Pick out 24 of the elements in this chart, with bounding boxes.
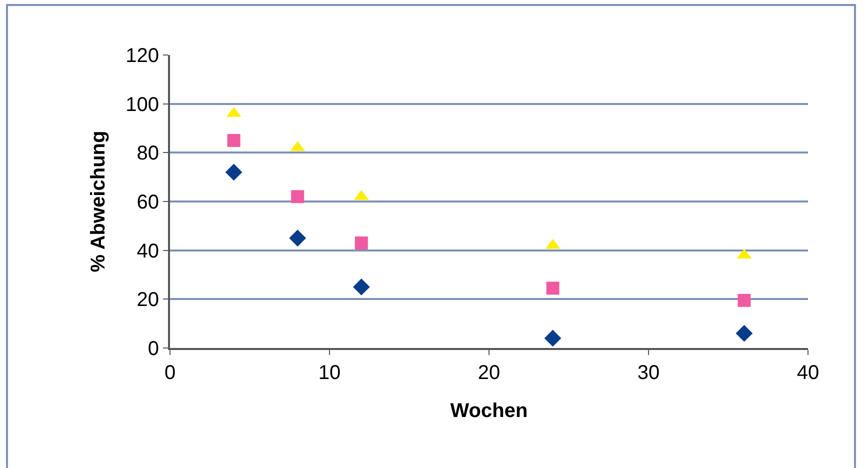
y-tick-label: 20	[136, 289, 159, 312]
x-tick-label: 0	[164, 362, 176, 384]
x-tick-label: 10	[318, 362, 341, 384]
y-tick-label: 0	[148, 338, 159, 360]
x-tick-label: 20	[478, 362, 500, 384]
x-tick-label: 40	[796, 362, 820, 384]
point	[546, 282, 560, 295]
point	[291, 190, 304, 204]
x-tick-label: 30	[637, 362, 660, 384]
point	[352, 278, 370, 296]
point	[289, 230, 306, 247]
x-axis-title: Wochen	[450, 400, 528, 422]
y-tick-label: 120	[126, 45, 159, 67]
y-tick-label: 80	[136, 142, 159, 165]
y-tick-label: 40	[136, 240, 159, 262]
point	[354, 236, 368, 250]
y-axis-title: % Abweichung	[88, 130, 110, 272]
point	[225, 164, 242, 181]
y-tick-label: 100	[126, 94, 159, 116]
point	[738, 294, 751, 307]
point	[227, 134, 240, 147]
point	[544, 330, 562, 347]
y-tick-label: 60	[136, 192, 159, 214]
point	[736, 324, 753, 342]
